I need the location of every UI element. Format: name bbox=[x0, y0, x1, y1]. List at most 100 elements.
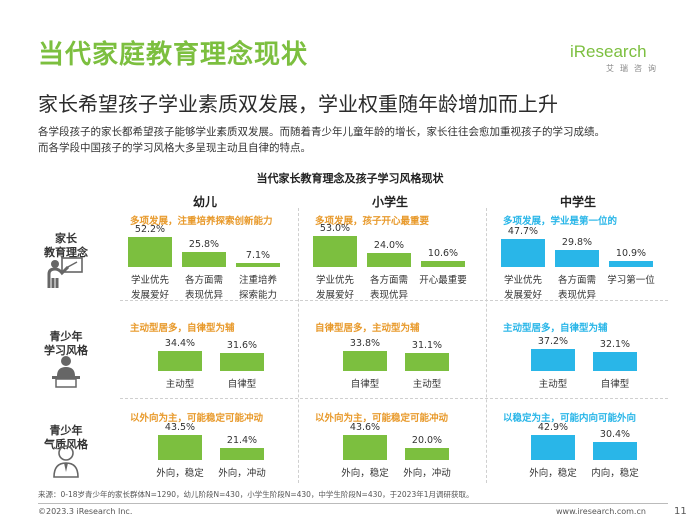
value-label-0-0-2: 7.1% bbox=[245, 249, 271, 261]
category-label-1-1-0: 自律型 bbox=[335, 377, 395, 392]
row-label-2-line-1: 气质风格 bbox=[44, 438, 88, 451]
value-label-1-1-1: 31.1% bbox=[411, 339, 443, 351]
category-label-1-0-1: 自律型 bbox=[212, 377, 272, 392]
bar-2-0-1 bbox=[220, 447, 264, 460]
bar-1-0-0 bbox=[158, 351, 202, 371]
category-text-0-0-1-1: 表现优异 bbox=[184, 290, 223, 301]
intro-line-2: 而各学段中国孩子的学习风格大多呈现主动且自律的特点。 bbox=[38, 142, 311, 154]
insight-tag-1-1: 自律型居多，主动型为辅 bbox=[315, 323, 420, 334]
bar-0-1-2 bbox=[421, 260, 465, 267]
category-text-2-2-0-0: 外向，稳定 bbox=[529, 468, 577, 479]
category-label-2-2-0: 外向，稳定 bbox=[523, 466, 583, 481]
value-label-2-1-1: 20.0% bbox=[411, 435, 443, 447]
category-label-0-2-0: 学业优先 发展爱好 bbox=[493, 273, 553, 303]
category-text-1-2-1-0: 自律型 bbox=[600, 379, 630, 390]
bar-1-1-1 bbox=[405, 352, 449, 371]
category-text-0-1-1-0: 各方面需 bbox=[369, 275, 408, 286]
insight-tag-1-2: 主动型居多，自律型为辅 bbox=[503, 323, 608, 334]
category-text-0-2-0-0: 学业优先 bbox=[503, 275, 542, 286]
category-label-1-1-1: 主动型 bbox=[397, 377, 457, 392]
row-label-0-line-0: 家长 bbox=[55, 232, 77, 245]
category-text-1-2-0-0: 主动型 bbox=[538, 379, 568, 390]
category-label-0-2-1: 各方面需 表现优异 bbox=[547, 273, 607, 303]
category-text-0-2-1-1: 表现优异 bbox=[557, 290, 596, 301]
row-separator-1 bbox=[120, 398, 668, 399]
category-text-2-1-0-0: 外向，稳定 bbox=[341, 468, 389, 479]
source-note: 来源：0-18岁青少年的家长群体N=1290，幼儿阶段N=430，小学生阶段N=… bbox=[38, 490, 474, 499]
category-label-1-2-0: 主动型 bbox=[523, 377, 583, 392]
category-label-2-1-0: 外向，稳定 bbox=[335, 466, 395, 481]
category-text-1-1-1-0: 主动型 bbox=[412, 379, 442, 390]
category-text-0-1-0-1: 发展爱好 bbox=[315, 290, 354, 301]
value-label-0-1-0: 53.0% bbox=[319, 223, 351, 235]
bar-2-2-0 bbox=[531, 435, 575, 460]
bar-2-0-0 bbox=[158, 434, 202, 460]
category-text-0-0-1-0: 各方面需 bbox=[184, 275, 223, 286]
bar-0-1-1 bbox=[367, 253, 411, 267]
insight-tag-2-1: 以外向为主，可能稳定可能冲动 bbox=[315, 413, 449, 424]
row-separator-0 bbox=[120, 300, 668, 301]
insight-tag-0-2: 多项发展，学业是第一位的 bbox=[503, 216, 618, 227]
copyright: ©2023.3 iResearch Inc. bbox=[38, 507, 133, 516]
value-label-1-0-1: 31.6% bbox=[226, 339, 258, 351]
student-desk-icon bbox=[46, 354, 86, 388]
category-text-0-0-2-0: 注重培养 bbox=[238, 275, 277, 286]
bar-2-1-1 bbox=[405, 448, 449, 460]
row-label-0-line-1: 教育理念 bbox=[44, 246, 88, 259]
value-label-2-0-0: 43.5% bbox=[164, 421, 196, 433]
value-label-1-0-0: 34.4% bbox=[164, 338, 196, 350]
bar-0-2-0 bbox=[501, 239, 545, 267]
value-label-0-2-2: 10.9% bbox=[615, 247, 647, 259]
bar-1-2-1 bbox=[593, 352, 637, 371]
value-label-1-1-0: 33.8% bbox=[349, 338, 381, 350]
value-label-2-1-0: 43.6% bbox=[349, 421, 381, 433]
category-label-1-0-0: 主动型 bbox=[150, 377, 210, 392]
intro-line-1: 各学段孩子的家长都希望孩子能够学业素质双发展。而随着青少年儿童年龄的增长，家长往… bbox=[38, 126, 605, 138]
bar-0-0-0 bbox=[128, 236, 172, 267]
logo-subtext: 艾瑞咨询 bbox=[606, 64, 662, 73]
bar-0-0-2 bbox=[236, 262, 280, 267]
category-text-0-1-0-0: 学业优先 bbox=[315, 275, 354, 286]
bar-0-1-0 bbox=[313, 236, 357, 267]
category-label-0-1-2: 开心最重要 bbox=[413, 273, 473, 288]
category-text-0-1-2-0: 开心最重要 bbox=[419, 275, 467, 286]
value-label-0-0-1: 25.8% bbox=[188, 239, 220, 251]
column-separator-1 bbox=[486, 208, 487, 483]
chart-title: 当代家长教育理念及孩子学习风格现状 bbox=[256, 172, 444, 185]
stage-header-1: 小学生 bbox=[371, 195, 408, 209]
value-label-2-2-0: 42.9% bbox=[537, 422, 569, 434]
category-label-1-2-1: 自律型 bbox=[585, 377, 645, 392]
category-text-0-2-0-1: 发展爱好 bbox=[503, 290, 542, 301]
page-title: 当代家庭教育理念现状 bbox=[38, 40, 309, 70]
category-text-0-0-2-1: 探索能力 bbox=[238, 290, 277, 301]
row-label-1-line-1: 学习风格 bbox=[44, 344, 88, 357]
value-label-2-2-1: 30.4% bbox=[599, 429, 631, 441]
category-text-2-2-1-0: 内向，稳定 bbox=[591, 468, 639, 479]
category-label-0-1-1: 各方面需 表现优异 bbox=[359, 273, 419, 303]
category-label-0-0-1: 各方面需 表现优异 bbox=[174, 273, 234, 303]
website: www.iresearch.com.cn bbox=[556, 507, 646, 516]
value-label-0-2-1: 29.8% bbox=[561, 236, 593, 248]
bar-2-1-0 bbox=[343, 434, 387, 460]
bar-2-2-1 bbox=[593, 442, 637, 460]
person-tie-icon bbox=[46, 444, 86, 478]
category-label-2-0-1: 外向，冲动 bbox=[212, 466, 272, 481]
category-label-2-2-1: 内向，稳定 bbox=[585, 466, 645, 481]
value-label-0-0-0: 52.2% bbox=[134, 223, 166, 235]
category-text-0-2-2-0: 学习第一位 bbox=[607, 275, 655, 286]
category-label-0-2-2: 学习第一位 bbox=[601, 273, 661, 288]
bar-1-1-0 bbox=[343, 351, 387, 371]
category-text-1-0-1-0: 自律型 bbox=[227, 379, 257, 390]
stage-header-2: 中学生 bbox=[559, 195, 596, 209]
category-text-1-1-0-0: 自律型 bbox=[350, 379, 380, 390]
category-text-0-0-0-1: 发展爱好 bbox=[130, 290, 169, 301]
bar-0-2-2 bbox=[609, 260, 653, 267]
bar-1-0-1 bbox=[220, 352, 264, 371]
insight-tag-2-0: 以外向为主，可能稳定可能冲动 bbox=[130, 413, 264, 424]
category-text-0-0-0-0: 学业优先 bbox=[130, 275, 169, 286]
bar-0-2-1 bbox=[555, 249, 599, 267]
column-separator-0 bbox=[298, 208, 299, 483]
category-text-2-0-1-0: 外向，冲动 bbox=[218, 468, 266, 479]
bar-0-0-1 bbox=[182, 252, 226, 267]
